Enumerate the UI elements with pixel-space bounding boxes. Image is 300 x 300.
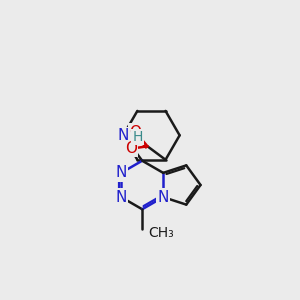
Text: N: N — [118, 128, 129, 143]
Text: N: N — [116, 190, 127, 205]
Text: N: N — [116, 165, 127, 180]
Text: N: N — [158, 190, 169, 205]
Text: CH₃: CH₃ — [148, 226, 174, 240]
Text: H: H — [132, 130, 142, 144]
Text: O: O — [125, 141, 137, 156]
Text: O: O — [130, 124, 142, 140]
